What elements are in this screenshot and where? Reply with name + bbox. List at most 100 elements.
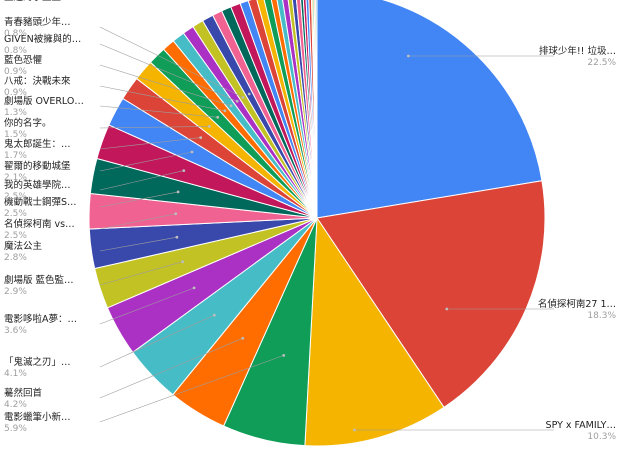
pie-slice <box>305 0 318 219</box>
leader-dot <box>175 235 179 239</box>
leader-line <box>99 105 218 118</box>
leader-line <box>99 191 179 208</box>
slice-label-percent: 0.9% <box>4 88 27 98</box>
pie-slice <box>300 0 318 219</box>
pie-slice <box>312 0 318 219</box>
slice-label-name: SPY x FAMILY… <box>546 420 616 431</box>
slice-label-percent: 2.9% <box>4 287 27 297</box>
leader-line <box>99 213 176 230</box>
slice-label-percent: 1.5% <box>4 130 27 140</box>
slice-label-percent: 2.8% <box>4 253 27 263</box>
leader-line <box>99 355 284 423</box>
pie-slice <box>302 0 318 219</box>
slice-label-name: 排球少年!! 垃圾… <box>539 45 616 57</box>
leader-line <box>99 236 177 252</box>
pie-slice <box>291 0 318 219</box>
slice-label-name: 電影蠟筆小新… <box>4 411 71 423</box>
leader-dot <box>241 96 245 99</box>
leader-dot <box>407 54 410 58</box>
leader-dot <box>353 428 356 432</box>
leader-line <box>99 85 225 112</box>
leader-dot <box>282 354 286 357</box>
slice-label-name: 名偵探柯南 vs… <box>4 218 75 230</box>
slice-label-name: 魔法公主 <box>4 240 42 252</box>
leader-dot <box>199 136 203 140</box>
slice-label-percent: 2.1% <box>4 173 27 183</box>
slice-label-percent: 4.2% <box>4 400 27 410</box>
leader-line <box>99 137 201 150</box>
pie-slice <box>304 216 445 447</box>
slice-label-name: 你的名字。 <box>4 117 52 129</box>
leader-dot <box>182 169 186 173</box>
slice-label-name: 電影哆啦A夢：… <box>4 313 77 325</box>
slice-label-name: 劇場版 藍色監… <box>4 274 74 286</box>
leader-dot <box>190 150 194 154</box>
pie-slice <box>270 0 318 219</box>
leader-line <box>99 26 244 98</box>
pie-slice <box>316 0 543 219</box>
slice-label-name: 藍色恐懼 <box>4 54 43 66</box>
leader-line <box>99 314 215 368</box>
slice-label-percent: 0.8% <box>4 29 27 39</box>
slice-label-percent: 22.5% <box>587 58 616 68</box>
leader-line <box>99 43 238 102</box>
pie-slice <box>256 0 318 219</box>
pie-slice <box>247 0 318 219</box>
slice-label-name: 室邊的小荳荳 <box>4 0 62 3</box>
slice-label-percent: 0.9% <box>4 67 27 77</box>
slice-label-percent: 3.6% <box>4 326 27 336</box>
leader-dot <box>216 115 220 119</box>
slice-label-name: 青春豬頭少年… <box>4 16 71 28</box>
slice-label-percent: 2.5% <box>4 231 27 241</box>
leader-line <box>99 338 243 399</box>
leader-line <box>99 126 210 129</box>
leader-dot <box>247 92 251 96</box>
pie-slices <box>88 0 546 447</box>
leader-line <box>99 64 232 107</box>
pie-slice <box>263 0 318 219</box>
pie-slice <box>316 180 546 409</box>
leader-dot <box>181 260 185 264</box>
slice-label-percent: 0.8% <box>4 46 27 56</box>
slice-label-percent: 18.3% <box>587 311 616 321</box>
pie-slice <box>315 0 318 219</box>
slice-label-percent: 2.5% <box>4 192 27 202</box>
slice-label-name: 劇場版 OVERLO… <box>4 95 84 107</box>
slice-label-name: 鬼太郎誕生：… <box>4 138 71 150</box>
slice-label-percent: 5.9% <box>4 424 27 434</box>
leader-line <box>99 287 195 325</box>
slice-label-percent: 1.3% <box>4 108 27 118</box>
label-leader-lines <box>99 26 554 432</box>
leader-line <box>99 151 193 172</box>
leader-dot <box>235 99 239 103</box>
leader-dot <box>223 109 227 113</box>
slice-label-name: 翟爾的移動城堡 <box>4 160 71 172</box>
pie-slice <box>276 0 318 219</box>
leader-line <box>99 170 184 191</box>
slice-label-percent: 2.5% <box>4 209 27 219</box>
leader-dot <box>207 125 211 128</box>
slice-label-name: 八戒：決戰未來 <box>4 75 71 87</box>
slice-label-name: 「鬼滅之刃」… <box>4 356 71 368</box>
slice-label-name: 驀然回首 <box>4 387 43 399</box>
leader-dot <box>192 286 196 290</box>
slice-labels: 排球少年!! 垃圾…22.5% 名偵探柯南27 1…18.3% SPY x FAMI… <box>4 0 616 442</box>
slice-label-percent: 10.3% <box>587 432 616 442</box>
pie-slice <box>287 0 318 219</box>
leader-dot <box>212 313 216 317</box>
leader-dot <box>445 307 449 311</box>
leader-line <box>99 261 183 286</box>
leader-dot <box>241 336 245 340</box>
slice-label-percent: 1.7% <box>4 151 27 161</box>
leader-dot <box>176 190 180 194</box>
slice-label-name: 機動戰士鋼彈S… <box>4 196 77 208</box>
slice-label-name: GIVEN被擁與的… <box>4 33 81 45</box>
leader-dot <box>229 104 233 108</box>
slice-label-percent: 4.1% <box>4 369 27 379</box>
leader-dot <box>174 212 178 216</box>
pie-slice <box>308 0 318 219</box>
slice-label-name: 我的英雄學院… <box>4 179 71 191</box>
slice-label-percent: 0.8% <box>4 0 27 3</box>
slice-label-name: 名偵探柯南27 1… <box>538 298 616 310</box>
